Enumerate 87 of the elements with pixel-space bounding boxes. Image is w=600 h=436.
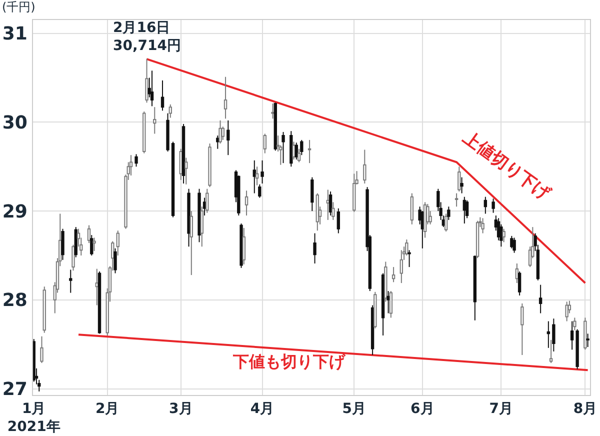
- x-tick-label: 5月: [342, 400, 366, 417]
- candlestick: [258, 184, 262, 198]
- annotation: 2月16日 30,714円: [113, 20, 182, 54]
- candlestick: [502, 228, 506, 243]
- x-tick-label: 6月: [410, 400, 434, 417]
- candlestick: [294, 142, 298, 160]
- candlestick: [410, 192, 414, 225]
- candlestick: [263, 133, 266, 154]
- candlestick: [252, 160, 256, 194]
- x-tick-label: 2月: [96, 400, 120, 417]
- candlestick: [153, 106, 156, 134]
- x-tick-label: 3月: [169, 400, 193, 417]
- y-tick-label: 28: [2, 290, 28, 312]
- y-tick-label: 27: [2, 379, 28, 400]
- candlestick: [87, 224, 91, 244]
- candlestick: [386, 290, 390, 314]
- candlestick: [150, 70, 154, 107]
- annotation: 上値切り下げ: [458, 127, 554, 204]
- candlestick: [134, 154, 138, 168]
- candlestick: [129, 154, 133, 176]
- candlestick: [40, 336, 44, 364]
- candlestick: [271, 103, 274, 120]
- candlestick: [242, 227, 246, 265]
- candlestick: [332, 202, 335, 220]
- candlestick: [447, 206, 450, 220]
- y-tick-label: 30: [2, 112, 28, 134]
- candlestick: [458, 166, 461, 192]
- candlestick: [255, 166, 259, 186]
- candlestick: [300, 139, 304, 156]
- candlestick: [184, 157, 188, 185]
- candlestick: [244, 190, 248, 216]
- candlestick: [145, 58, 148, 104]
- candlestick: [116, 230, 120, 256]
- candlestick: [328, 191, 332, 216]
- candlestick: [190, 210, 193, 276]
- candlestick: [292, 141, 296, 160]
- candlestick: [492, 198, 495, 214]
- candlestick: [69, 269, 72, 294]
- candlestick: [570, 320, 574, 350]
- candlestick: [552, 318, 556, 352]
- candlestick: [444, 213, 448, 232]
- candlestick: [484, 196, 488, 214]
- candlestick: [297, 148, 301, 163]
- candlestick: [520, 302, 524, 356]
- candlestick: [206, 188, 209, 214]
- candlestick: [546, 320, 550, 348]
- candlestick: [549, 339, 553, 364]
- candlestick: [586, 333, 590, 348]
- candlestick: [92, 237, 96, 252]
- candlestick: [313, 232, 316, 264]
- candlestick: [518, 270, 522, 296]
- candlestick: [226, 120, 230, 156]
- candlestick: [72, 244, 75, 272]
- candlestick: [400, 250, 404, 284]
- candlestick: [573, 317, 576, 331]
- candlestick: [392, 266, 396, 283]
- candlestick: [538, 284, 542, 314]
- candlestick: [363, 149, 366, 184]
- x-tick-label: 8月: [573, 400, 598, 417]
- y-tick-label: 29: [2, 201, 28, 222]
- candlestick: [308, 139, 312, 164]
- candlestick: [565, 301, 568, 322]
- candlestick: [168, 104, 172, 118]
- y-axis-title: (千円): [2, 0, 36, 14]
- candlestick: [408, 250, 411, 268]
- candlestick: [114, 248, 117, 274]
- annotation: 下値も切り下げ: [232, 352, 346, 371]
- candlestick: [310, 176, 314, 212]
- candlestick: [224, 76, 228, 120]
- candlestick: [200, 206, 204, 248]
- candlestick: [481, 218, 484, 234]
- candlestick: [405, 238, 408, 256]
- candlestick: [460, 176, 464, 194]
- candlestick: [90, 234, 94, 256]
- candlestick: [218, 120, 222, 144]
- y-tick-label: 31: [2, 24, 28, 45]
- x-tick-label: 4月: [250, 400, 274, 417]
- candlestick: [336, 208, 340, 234]
- candlestick: [260, 160, 264, 184]
- candlestick: [512, 237, 516, 254]
- x-tick-label: 7月: [489, 400, 514, 417]
- candlestick: [454, 192, 458, 208]
- candlestick: [389, 290, 393, 318]
- x-tick-label: 1月 2021年: [7, 400, 60, 435]
- candlestick: [61, 228, 64, 260]
- candlestick: [282, 131, 285, 164]
- candlestick: [160, 80, 164, 112]
